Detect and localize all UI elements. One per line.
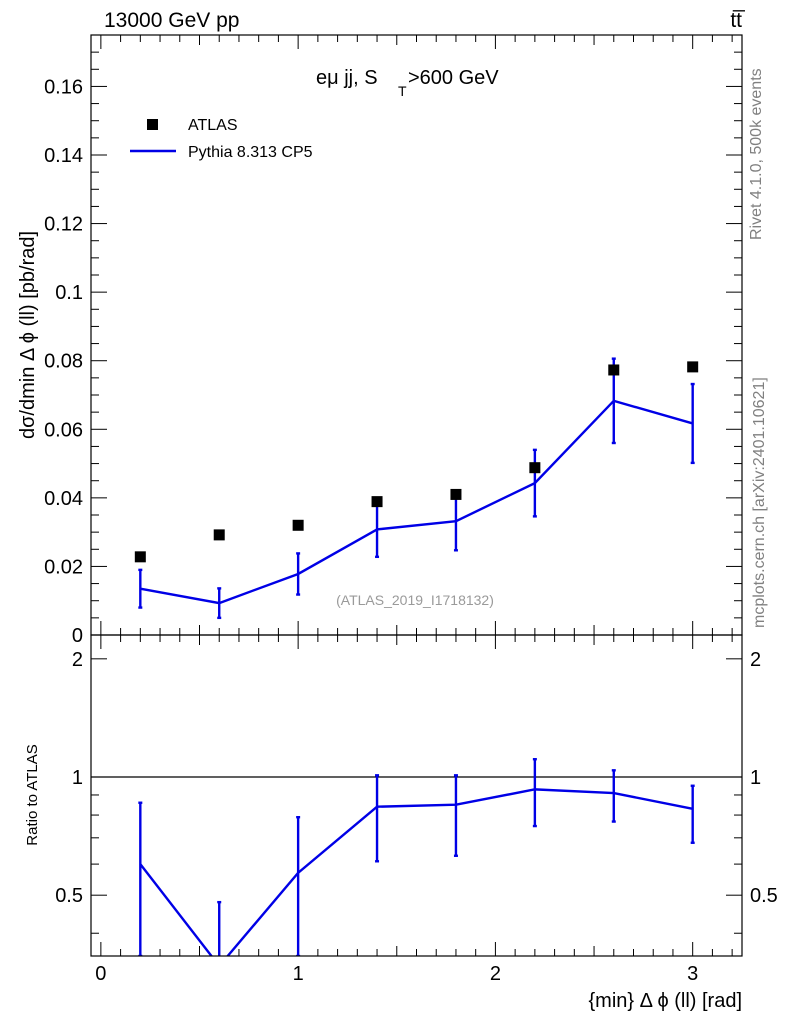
data-point <box>687 361 699 373</box>
ratio-y-tick-label-right: 0.5 <box>750 885 778 907</box>
data-point <box>608 364 620 376</box>
ratio-y-tick-label-right: 2 <box>750 649 761 671</box>
tick-marks <box>91 35 742 956</box>
x-tick-label: 2 <box>490 963 501 985</box>
y-tick-label: 0.04 <box>44 488 83 510</box>
main-panel-marks <box>134 357 699 620</box>
y-tick-label: 0.1 <box>55 282 83 304</box>
data-point <box>371 496 383 508</box>
ratio-y-tick-label: 0.5 <box>55 885 83 907</box>
legend-data-label: ATLAS <box>188 117 238 134</box>
chart-title-tail: >600 GeV <box>408 67 499 89</box>
header-process-label: tt̅ <box>730 9 746 32</box>
legend: ATLAS Pythia 8.313 CP5 <box>130 117 313 161</box>
legend-data-marker <box>147 119 158 130</box>
ratio-y-axis-label: Ratio to ATLAS <box>24 744 41 845</box>
y-tick-label: 0.12 <box>44 214 83 236</box>
x-tick-label: 0 <box>95 963 106 985</box>
chart-title-subscript: T <box>398 83 407 99</box>
y-tick-label: 0.02 <box>44 556 83 578</box>
chart-title: eμ jj, S T >600 GeV <box>316 67 499 99</box>
data-point <box>450 488 462 500</box>
ratio-series-line <box>139 788 693 956</box>
side-label-rivet: Rivet 4.1.0, 500k events <box>748 68 765 240</box>
y-tick-label: 0 <box>72 625 83 647</box>
mc-series-line <box>140 399 694 605</box>
data-point <box>292 519 304 531</box>
x-tick-label: 3 <box>687 963 698 985</box>
analysis-watermark: (ATLAS_2019_I1718132) <box>336 592 494 608</box>
header-energy-label: 13000 GeV pp <box>104 9 239 32</box>
data-point <box>134 551 146 563</box>
x-axis-label: {min} Δ ϕ (ll) [rad] <box>589 990 743 1012</box>
ratio-y-tick-label: 1 <box>72 767 83 789</box>
ratio-panel-frame <box>90 634 743 957</box>
x-tick-label: 1 <box>293 963 304 985</box>
data-point <box>529 462 541 474</box>
side-label-mcplots: mcplots.cern.ch [arXiv:2401.10621] <box>751 377 768 628</box>
ratio-y-tick-label-right: 1 <box>750 767 761 789</box>
y-tick-label: 0.06 <box>44 419 83 441</box>
y-tick-label: 0.14 <box>44 145 83 167</box>
y-axis-label: dσ/dmin Δ ϕ (ll) [pb/rad] <box>17 231 39 439</box>
chart-title-main: eμ jj, S <box>316 67 378 89</box>
y-tick-label: 0.16 <box>44 76 83 98</box>
tick-labels: 0 0.02 0.04 0.06 0.08 0.1 0.12 0.14 0.16 0.5 0.5 1 1… <box>44 76 778 985</box>
ratio-panel-marks <box>91 758 742 956</box>
y-tick-label: 0.08 <box>44 351 83 373</box>
data-point <box>213 529 225 541</box>
ratio-y-tick-label: 2 <box>72 649 83 671</box>
legend-mc-label: Pythia 8.313 CP5 <box>188 144 313 161</box>
